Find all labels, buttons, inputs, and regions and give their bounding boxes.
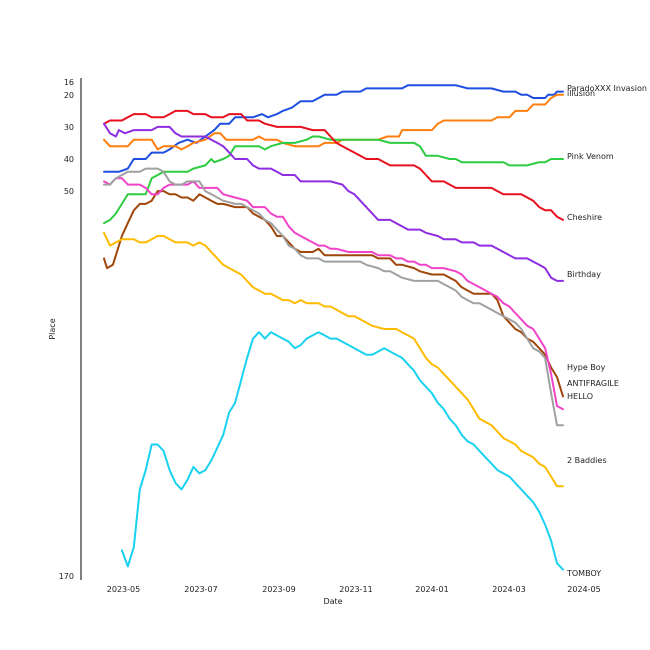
x-tick-label: 2023-09 xyxy=(262,585,295,594)
series-line-2-baddies xyxy=(103,231,564,488)
x-tick-label: 2024-03 xyxy=(492,585,525,594)
x-tick-label: 2024-01 xyxy=(415,585,448,594)
series-line-pink-venom xyxy=(103,135,564,225)
series-label: ParadoXXX Invasion xyxy=(567,84,647,93)
series-line-tomboy xyxy=(120,331,564,571)
series-label: TOMBOY xyxy=(566,569,601,578)
y-tick-labels: 16 20 30 40 50 170 xyxy=(59,78,74,581)
series-lines xyxy=(103,84,564,571)
series-line-cheshire xyxy=(103,109,564,221)
x-tick-label: 2024-05 xyxy=(567,585,600,594)
series-line-antifragile xyxy=(103,177,564,411)
y-tick-label: 50 xyxy=(64,187,74,196)
series-label: Cheshire xyxy=(567,213,602,222)
series-label: Pink Venom xyxy=(567,152,614,161)
y-tick-label: 16 xyxy=(64,78,74,87)
series-line-illusion xyxy=(103,93,564,151)
series-label: illusion xyxy=(567,89,595,98)
x-tick-labels: 2023-05 2023-07 2023-09 2023-11 2024-01 2024-… xyxy=(107,585,601,594)
x-tick-label: 2023-05 xyxy=(107,585,140,594)
series-label: Birthday xyxy=(567,270,601,279)
y-axis-title: Place xyxy=(48,318,57,339)
y-tick-label: 170 xyxy=(59,572,74,581)
y-tick-label: 20 xyxy=(64,91,74,100)
series-line-hype-boy xyxy=(103,190,564,398)
series-label: ANTIFRAGILE xyxy=(567,379,619,388)
y-tick-label: 30 xyxy=(64,123,74,132)
series-label: HELLO xyxy=(567,392,593,401)
x-tick-label: 2023-07 xyxy=(184,585,217,594)
x-tick-label: 2023-11 xyxy=(339,585,372,594)
series-label: 2 Baddies xyxy=(567,456,607,465)
series-line-paradoxxx-invasion xyxy=(103,84,564,173)
y-tick-label: 40 xyxy=(64,155,74,164)
series-line-birthday xyxy=(103,122,564,282)
series-line-hello xyxy=(103,167,564,427)
series-label: Hype Boy xyxy=(567,363,606,372)
x-axis-title: Date xyxy=(323,597,342,606)
